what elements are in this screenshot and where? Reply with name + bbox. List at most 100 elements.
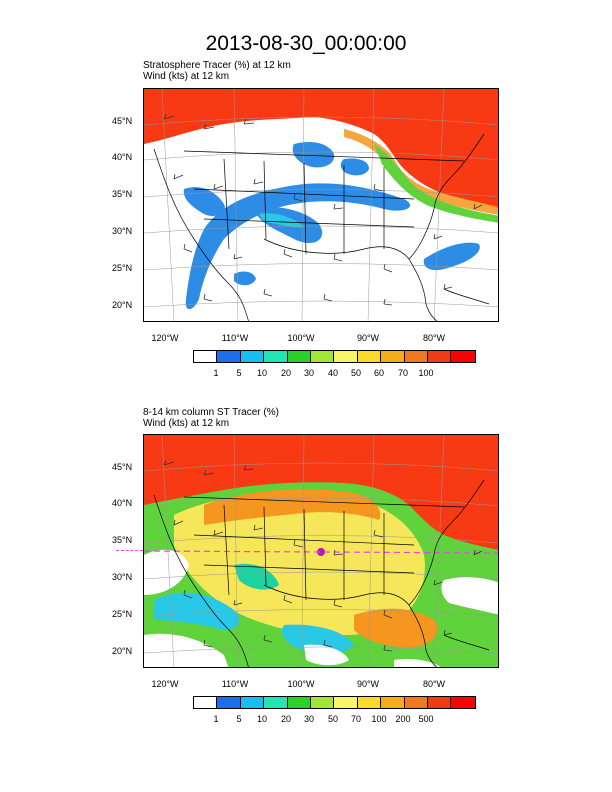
panel-1-lon-label: 110°W	[221, 333, 249, 343]
panel-1-lat-label: 30°N	[112, 226, 133, 236]
panel-1-lon-label: 80°W	[422, 333, 446, 343]
panel-2-lat-label: 30°N	[112, 572, 133, 582]
panel-2-title-line1: 8-14 km column ST Tracer (%)	[143, 407, 279, 418]
colorbar-1-swatch	[404, 351, 428, 362]
tracer-field-cyan	[259, 213, 304, 228]
tracer-field-cyan-2	[282, 624, 354, 654]
panel-1-lon-label: 100°W	[287, 333, 315, 343]
colorbar-2-swatch	[334, 697, 358, 708]
colorbar-1-label: 1	[213, 368, 219, 378]
panel-2-lon-label: 110°W	[221, 679, 249, 689]
map-panel-1-canvas	[144, 89, 498, 321]
map-panel-1	[143, 88, 499, 322]
main-title: 2013-08-30_00:00:00	[205, 32, 407, 55]
colorbar-2-swatch	[404, 697, 428, 708]
panel-2-lat-label: 40°N	[112, 498, 133, 508]
colorbar-1-label: 10	[256, 368, 267, 378]
colorbar-2-swatch	[240, 697, 265, 708]
tracer-field-cyan-1	[154, 592, 240, 630]
panel-1-title-line2: Wind (kts) at 12 km	[143, 71, 230, 82]
colorbar-1-label: 30	[303, 368, 314, 378]
colorbar-2-swatch	[381, 697, 405, 708]
colorbar-1-label: 5	[236, 368, 242, 378]
tracer-field-blue-2	[292, 142, 335, 168]
tracer-field-blue-1	[185, 183, 411, 310]
coastlines-borders	[153, 133, 490, 321]
panel-2-lat-label: 45°N	[112, 462, 133, 472]
panel-1-lat-label: 20°N	[112, 300, 133, 310]
wind-barbs	[163, 459, 483, 652]
colorbar-2-swatch	[217, 697, 241, 708]
colorbar-1-label: 40	[327, 368, 338, 378]
colorbar-1-swatch	[381, 351, 405, 362]
colorbar-2-label: 500	[418, 714, 434, 724]
panel-1-title-line1: Stratosphere Tracer (%) at 12 km	[143, 60, 291, 71]
colorbar-1-swatch	[264, 351, 288, 362]
colorbar-2-swatch	[310, 697, 335, 708]
tracer-field-white-5	[394, 659, 442, 667]
tracer-field-red	[144, 435, 498, 550]
tracer-field-teal	[234, 563, 279, 590]
tracer-field-blue-7	[234, 271, 256, 286]
panel-1-lat-label: 40°N	[112, 152, 133, 162]
tracer-field-white-4	[304, 644, 349, 666]
colorbar-1-swatch	[310, 351, 335, 362]
colorbar-2-swatch	[451, 697, 475, 708]
colorbar-2-label: 30	[303, 714, 314, 724]
panel-2-lat-label: 35°N	[112, 535, 133, 545]
cross-section-line-extension	[116, 550, 143, 551]
panel-2-lon-label: 100°W	[287, 679, 315, 689]
tracer-field-white-3	[441, 577, 498, 615]
panel-2-lon-label: 80°W	[422, 679, 446, 689]
colorbar-1-label: 50	[350, 368, 361, 378]
colorbar-1-label: 60	[373, 368, 384, 378]
colorbar-2	[193, 696, 476, 709]
panel-2-lat-label: 25°N	[112, 609, 133, 619]
colorbar-2-label: 200	[395, 714, 411, 724]
panel-1-lat-label: 35°N	[112, 189, 133, 199]
colorbar-1-swatch	[451, 351, 475, 362]
map-panel-2	[143, 434, 499, 668]
colorbar-2-swatch	[264, 697, 288, 708]
tracer-field-orange-2	[354, 608, 438, 648]
colorbar-2-swatch	[194, 697, 218, 708]
colorbar-1-swatch	[217, 351, 241, 362]
colorbar-2-swatch	[427, 697, 452, 708]
colorbar-2-label: 5	[236, 714, 242, 724]
colorbar-1-swatch	[240, 351, 265, 362]
tracer-hotspot	[317, 548, 325, 556]
coastlines-borders	[153, 479, 490, 667]
colorbar-2-swatch	[287, 697, 311, 708]
panel-1-lon-label: 120°W	[151, 333, 179, 343]
panel-2-lon-label: 90°W	[356, 679, 380, 689]
wind-barbs	[163, 113, 483, 306]
map-panel-2-canvas	[144, 435, 498, 667]
panel-1-lat-label: 45°N	[112, 116, 133, 126]
graticule	[144, 435, 498, 667]
panel-2-lon-label: 120°W	[151, 679, 179, 689]
tracer-field-blue-6	[423, 242, 480, 271]
panel-1-lon-label: 90°W	[356, 333, 380, 343]
colorbar-2-label: 10	[256, 714, 267, 724]
colorbar-1	[193, 350, 476, 363]
colorbar-1-label: 20	[280, 368, 291, 378]
colorbar-1-swatch	[357, 351, 382, 362]
colorbar-2-label: 50	[327, 714, 338, 724]
colorbar-1-label: 100	[418, 368, 434, 378]
tracer-field-blue-3	[340, 158, 369, 176]
tracer-field-blue-5	[183, 187, 225, 216]
colorbar-2-label: 1	[213, 714, 219, 724]
panel-2-lat-label: 20°N	[112, 646, 133, 656]
colorbar-2-label: 20	[280, 714, 291, 724]
colorbar-1-swatch	[427, 351, 452, 362]
panel-1-lat-label: 25°N	[112, 263, 133, 273]
colorbar-1-swatch	[334, 351, 358, 362]
tracer-field-green	[374, 144, 498, 223]
tracer-field-orange	[344, 129, 498, 215]
colorbar-2-label: 100	[371, 714, 387, 724]
colorbar-2-label: 70	[350, 714, 361, 724]
graticule	[144, 89, 498, 321]
colorbar-1-swatch	[287, 351, 311, 362]
panel-2-title-line2: Wind (kts) at 12 km	[143, 418, 230, 429]
tracer-field-white-1	[144, 549, 189, 595]
